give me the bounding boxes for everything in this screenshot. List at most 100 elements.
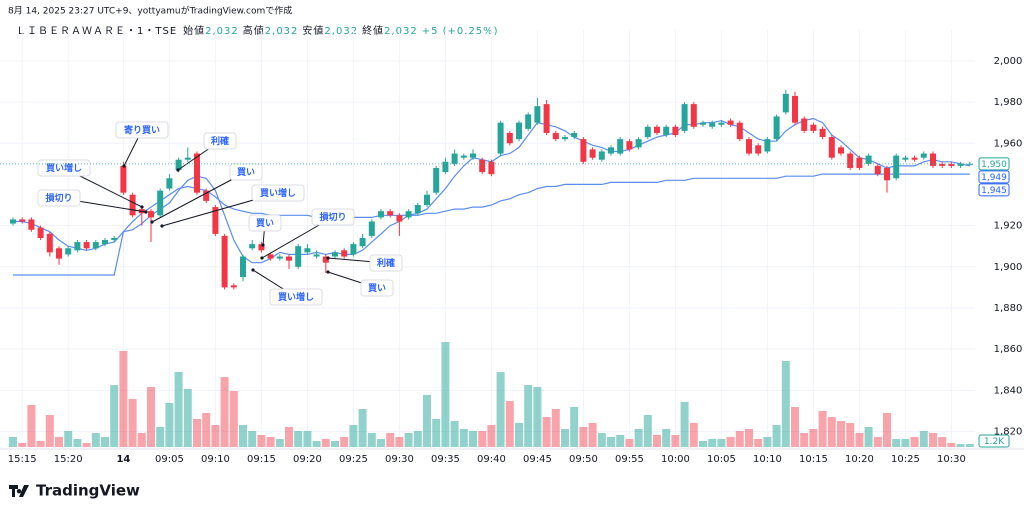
candle-body (194, 153, 200, 193)
volume-bar (413, 431, 422, 447)
volume-bar (285, 427, 293, 447)
callout-text: 寄り買い (124, 124, 160, 136)
callout-dot (326, 256, 330, 260)
candle-body (608, 147, 614, 154)
volume-bar (110, 385, 119, 447)
volume-bar (919, 431, 928, 447)
candle-body (249, 244, 256, 249)
volume-bar (404, 433, 413, 447)
x-tick-label: 15:15 (8, 454, 37, 465)
y-tick-label: 1,920 (994, 221, 1023, 232)
x-tick-label: 10:10 (753, 454, 782, 465)
candle-body (488, 161, 495, 175)
candle-body (19, 219, 26, 222)
volume-bar (597, 433, 606, 447)
callout-dot (150, 220, 154, 224)
volume-bar (800, 433, 809, 447)
candle-body (396, 215, 403, 222)
ohlc-value: 2,032 (265, 26, 299, 37)
candle-body (810, 124, 817, 131)
callout-dot (176, 168, 180, 172)
callout-text: 損切り (45, 192, 72, 204)
candle-body (276, 256, 283, 259)
candle-body (764, 139, 771, 152)
volume-bar (156, 427, 165, 447)
candle-body (589, 149, 596, 158)
volume-bar (202, 413, 211, 447)
volume-bar (570, 407, 579, 447)
volume-bar (18, 443, 27, 447)
candle-body (819, 128, 826, 138)
volume-bar (873, 437, 882, 447)
volume-bar (73, 439, 82, 447)
candle-body (902, 157, 909, 160)
volume-bar (653, 435, 661, 447)
candle-body (856, 157, 863, 168)
candle-body (654, 126, 660, 133)
candle-body (212, 207, 219, 234)
callout-text: 買い (237, 167, 255, 178)
candle-body (460, 155, 467, 158)
candle-body (368, 221, 375, 236)
candle-body (893, 155, 900, 179)
volume-bar (229, 391, 238, 447)
candle-body (644, 126, 651, 138)
candle-body (690, 104, 697, 127)
x-tick-label: 09:15 (247, 454, 276, 465)
volume-bar (478, 431, 487, 447)
callout-dot (160, 224, 164, 228)
volume-bar (754, 439, 763, 447)
volume-bar (772, 425, 781, 447)
volume-bar (551, 409, 560, 447)
candle-body (175, 159, 182, 171)
candle-body (718, 122, 725, 125)
volume-bar (726, 437, 735, 447)
volume-bar (193, 419, 201, 447)
callout-line (151, 171, 247, 223)
candle-body (157, 190, 164, 216)
candle-body (497, 122, 504, 154)
candle-body (451, 153, 458, 164)
volume-label-box (978, 434, 1010, 448)
candle-body (56, 248, 62, 259)
volume-bar (147, 387, 155, 447)
volume-bar (349, 425, 358, 447)
candle-body (663, 126, 670, 136)
candle-body (304, 248, 311, 253)
candle-body (387, 211, 394, 216)
volume-bar (275, 439, 284, 447)
candle-body (966, 163, 973, 165)
candle-body (332, 252, 338, 257)
candle-body (672, 126, 679, 136)
candle-body (562, 137, 568, 140)
candle-body (405, 211, 412, 218)
candle-body (571, 132, 578, 138)
volume-bar (367, 433, 376, 447)
candle-body (911, 157, 918, 160)
candle-body (506, 132, 513, 144)
candle-body (267, 254, 274, 259)
candle-body (10, 219, 16, 224)
x-tick-label: 15:20 (54, 454, 83, 465)
x-tick-label: 10:05 (707, 454, 736, 465)
candle-body (598, 151, 605, 160)
volume-bar (625, 439, 634, 447)
callout-box (115, 121, 169, 139)
x-tick-label: 09:10 (201, 454, 230, 465)
candle-body (746, 139, 752, 154)
callout-text: 損切り (319, 211, 346, 223)
y-tick-label: 2,000 (994, 56, 1023, 67)
x-tick-label: 09:05 (155, 454, 184, 465)
candle-body (313, 254, 320, 257)
candle-body (792, 95, 798, 123)
callout-box (251, 184, 305, 202)
volume-bar (174, 372, 183, 447)
candle-body (626, 141, 633, 150)
candle-body (341, 250, 348, 257)
candle-body (552, 132, 559, 140)
indicator-line (13, 173, 970, 276)
volume-bar (892, 439, 901, 447)
volume-bar (340, 437, 349, 447)
callout-box (269, 288, 323, 306)
candle-body (424, 194, 430, 206)
